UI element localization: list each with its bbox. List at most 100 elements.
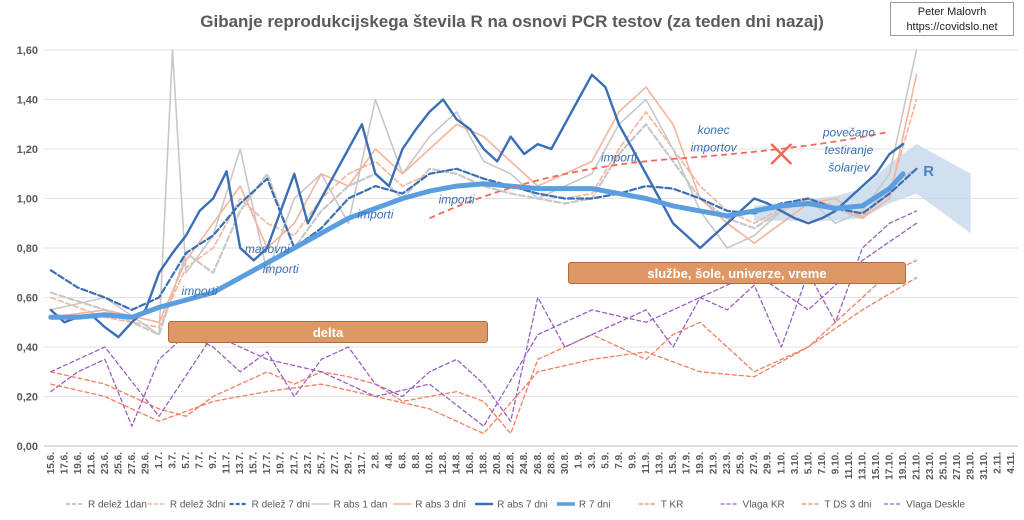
x-tick-label: 9.10. [830,452,841,474]
x-tick-label: 7.9. [614,452,625,469]
x-tick-label: 24.8. [519,452,530,474]
annotation-label: importi [601,150,637,164]
cross-marker [770,143,793,165]
trend-line [429,130,890,220]
x-tick-label: 22.8. [506,452,517,474]
band-services: službe, šole, univerze, vreme [568,262,906,284]
y-tick-label: 1,60 [17,45,38,57]
x-tick-label: 31.10. [979,452,990,480]
x-tick-label: 8.8. [411,452,422,469]
x-tick-label: 16.8. [465,452,476,474]
x-tick-label: 23.6. [100,452,111,474]
x-tick-label: 19.7. [276,452,287,474]
x-tick-label: 5.10. [803,452,814,474]
annotation-label: importi [439,192,475,206]
x-tick-label: 12.8. [438,452,449,474]
x-tick-label: 13.7. [235,452,246,474]
x-tick-label: 9.9. [627,452,638,469]
y-tick-label: 0,00 [17,441,38,453]
x-tick-label: 25.7. [316,452,327,474]
legend-label: R delež 7 dni [252,500,310,511]
legend: R delež 1dan R delež 3dni R delež 7 dni R a… [66,500,966,511]
series-line-r-abs-7-dni [49,73,905,339]
x-tick-label: 4.11. [1006,452,1017,474]
x-tick-label: 15.6. [46,452,57,474]
x-tick-label: 13.9. [655,452,666,474]
x-tick-label: 10.8. [425,452,436,474]
x-tick-label: 17.6. [59,452,70,474]
annotation-label: masovni [245,242,290,256]
grid [44,49,1018,447]
x-tick-label: 15.9. [668,452,679,474]
x-tick-label: 19.6. [73,452,84,474]
x-tick-label: 14.8. [452,452,463,474]
r-forecast-band [754,144,971,234]
x-tick-label: 3.9. [587,452,598,469]
x-tick-label: 27.9. [749,452,760,474]
x-tick-label: 3.10. [790,452,801,474]
legend-label: R abs 1 dan [333,500,387,511]
x-tick-label: 19.10. [898,452,909,480]
x-tick-label: 15.10. [871,452,882,480]
x-tick-label: 1.9. [573,452,584,469]
x-tick-label: 1.10. [776,452,787,474]
legend-label: T KR [661,500,684,511]
legend-label: R delež 1dan [88,500,147,511]
y-tick-label: 0,80 [17,243,38,255]
x-tick-label: 17.7. [262,452,273,474]
trend-annotations [429,130,890,220]
x-tick-label: 5.9. [600,452,611,469]
x-tick-label: 21.6. [86,452,97,474]
credit-author: Peter Malovrh [917,6,987,18]
x-tick-label: 13.10. [857,452,868,480]
x-tick-label: 6.8. [397,452,408,469]
y-tick-label: 1,00 [17,194,38,206]
y-tick-label: 0,20 [17,392,38,404]
y-tick-label: 0,40 [17,342,38,354]
x-tick-label: 27.7. [330,452,341,474]
legend-label: R 7 dni [579,500,611,511]
series-line-r-abs-1-dan [49,49,918,336]
annotation-label: importi [357,207,393,221]
x-tick-label: 17.10. [884,452,895,480]
x-tick-label: 23.10. [925,452,936,480]
x-tick-label: 29.7. [343,452,354,474]
x-tick-label: 29.9. [763,452,774,474]
series-line-t-kr [50,259,918,435]
y-tick-label: 0,60 [17,293,38,305]
y-tick-label: 1,20 [17,144,38,156]
x-tick-label: 11.7. [222,452,233,474]
x-tick-label: 25.10. [939,452,950,480]
annotation-label: šolarjev [828,160,870,174]
series-lines [48,49,918,435]
x-tick-label: 18.8. [479,452,490,474]
x-tick-label: 21.7. [289,452,300,474]
credit-box: Peter Malovrh https://covidslo.net [890,2,1014,36]
legend-label: R delež 3dni [170,500,226,511]
legend-label: R abs 3 dni [415,500,466,511]
series-line-t-ds-3-dni [50,277,918,435]
series-line-vlaga-deskle [50,222,918,427]
annotation-label: konec [698,123,730,137]
x-tick-label: 29.10. [966,452,977,480]
annotation-label: testiranje [825,143,874,157]
x-tick-label: 11.9. [641,452,652,474]
x-tick-label: 27.10. [952,452,963,480]
legend-label: Vlaga Deskle [906,500,965,511]
x-tick-label: 2.11. [993,452,1004,474]
x-tick-label: 2.8. [370,452,381,469]
x-tick-label: 19.9. [695,452,706,474]
x-tick-label: 15.7. [249,452,260,474]
legend-label: T DS 3 dni [824,500,871,511]
y-tick-label: 1,40 [17,95,38,107]
annotation-label: importov [691,140,738,154]
x-tick-label: 23.7. [303,452,314,474]
x-tick-label: 9.7. [208,452,219,469]
annotation-label: povečano [822,126,875,140]
annotations: importi masovni importi importi importi impor… [182,123,935,298]
x-tick-label: 29.6. [140,452,151,474]
x-tick-label: 11.10. [844,452,855,479]
legend-label: Vlaga KR [743,500,785,511]
credit-site: https://covidslo.net [906,21,998,33]
annotation-label: importi [182,284,218,298]
